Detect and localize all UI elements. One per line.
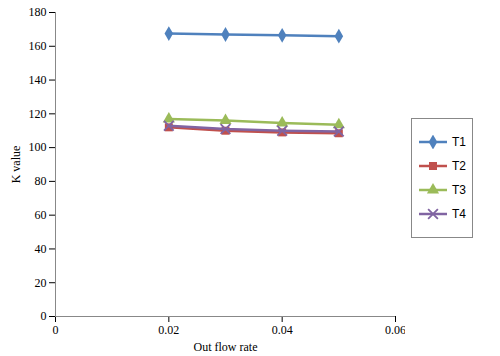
svg-text:0: 0: [41, 309, 47, 323]
html-text:T1: T1: [452, 135, 466, 149]
svg-text:0.04: 0.04: [272, 323, 293, 337]
svg-text:K value: K value: [9, 146, 23, 184]
svg-text:120: 120: [29, 107, 47, 121]
html-text:T3: T3: [452, 183, 466, 197]
svg-text:160: 160: [29, 39, 47, 53]
svg-text:0: 0: [53, 323, 59, 337]
html-text:T2: T2: [452, 159, 466, 173]
svg-text:20: 20: [35, 276, 47, 290]
svg-text:140: 140: [29, 73, 47, 87]
svg-text:60: 60: [35, 208, 47, 222]
svg-text:40: 40: [35, 242, 47, 256]
svg-text:0.02: 0.02: [158, 323, 179, 337]
svg-text:100: 100: [29, 140, 47, 154]
svg-text:80: 80: [35, 174, 47, 188]
svg-text:Out flow rate: Out flow rate: [194, 340, 258, 354]
svg-text:0.06: 0.06: [385, 323, 405, 337]
html-text:T4: T4: [452, 207, 466, 221]
svg-text:180: 180: [29, 5, 47, 19]
